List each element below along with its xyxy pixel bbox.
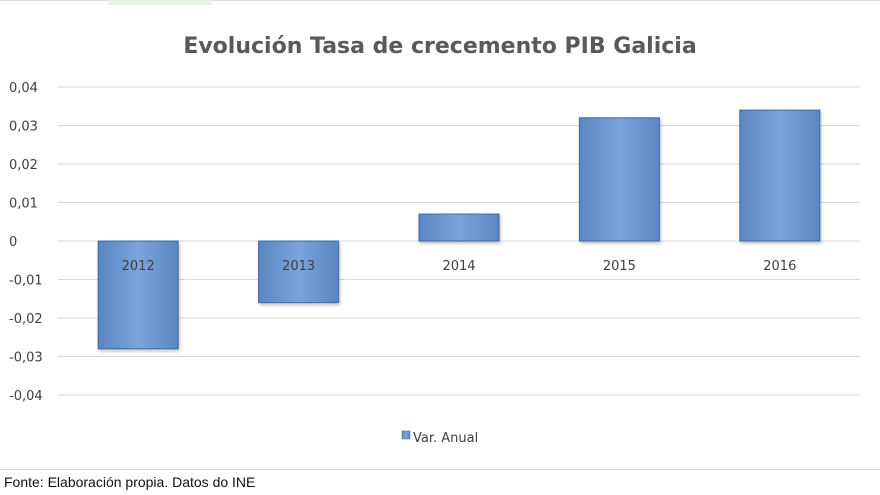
- category-labels: 2012 2013 2014 2015 2016: [122, 259, 797, 274]
- category-label: 2013: [282, 259, 315, 274]
- category-label: 2016: [763, 259, 796, 274]
- legend-swatch: [401, 430, 411, 440]
- legend: Var. Anual: [401, 430, 478, 446]
- category-label: 2015: [603, 259, 636, 274]
- legend-label: Var. Anual: [413, 431, 478, 446]
- category-label: 2014: [442, 259, 475, 274]
- y-tick-label: -0,04: [9, 389, 43, 404]
- category-label: 2012: [122, 259, 155, 274]
- y-axis-ticks: 0,04 0,03 0,02 0,01 0 -0,01 -0,02 -0,03 -0,04: [9, 81, 43, 404]
- chart-title: Evolución Tasa de crecemento PIB Galicia: [183, 34, 696, 59]
- y-tick-label: 0,03: [9, 120, 38, 135]
- bar-2014: [418, 213, 500, 242]
- y-tick-label: 0,01: [9, 197, 38, 212]
- chart-frame: [0, 0, 880, 470]
- bar-2013: [258, 240, 340, 304]
- tab-accent: [108, 0, 212, 5]
- y-tick-label: 0,04: [9, 81, 38, 96]
- bars: [97, 109, 821, 350]
- y-tick-label: 0: [9, 235, 17, 250]
- source-note: Fonte: Elaboración propia. Datos do INE: [4, 474, 256, 490]
- bar-2012: [97, 240, 179, 350]
- y-tick-label: -0,01: [9, 274, 43, 289]
- bar-2016: [739, 109, 821, 242]
- y-tick-label: -0,02: [9, 312, 43, 327]
- bar-2015: [578, 117, 660, 242]
- y-tick-label: 0,02: [9, 158, 38, 173]
- y-tick-label: -0,03: [9, 351, 43, 366]
- bar-chart: Evolución Tasa de crecemento PIB Galicia…: [9, 34, 860, 446]
